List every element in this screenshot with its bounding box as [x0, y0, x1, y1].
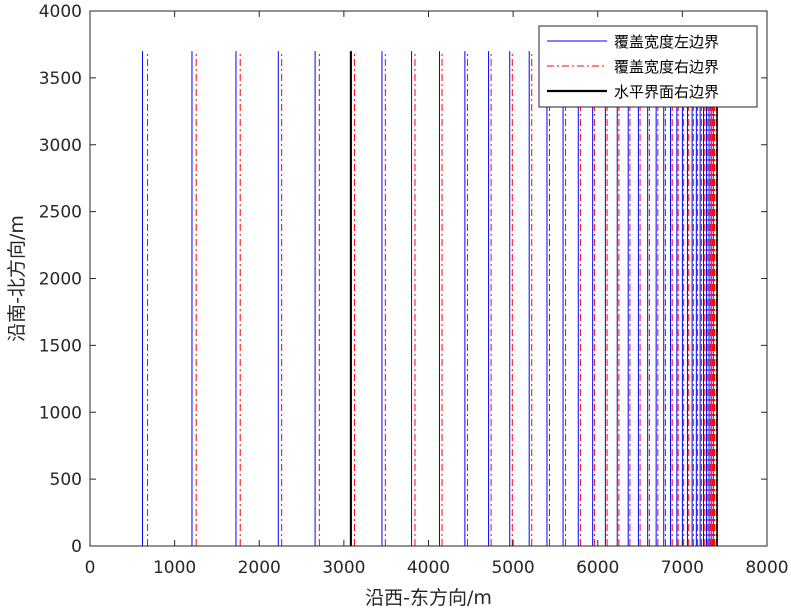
y-tick-label: 500 [50, 470, 82, 490]
y-axis-label: 沿南-北方向/m [6, 215, 28, 342]
y-tick-label: 4000 [39, 2, 82, 22]
x-tick-label: 5000 [491, 558, 534, 578]
y-tick-label: 0 [71, 537, 82, 557]
x-tick-label: 4000 [407, 558, 450, 578]
plot-lines [89, 51, 718, 546]
legend-label: 水平界面右边界 [614, 83, 719, 101]
x-axis: 0 1000 2000 3000 4000 5000 6000 7000 8000 [85, 11, 789, 578]
x-tick-label: 2000 [238, 558, 281, 578]
legend-label: 覆盖宽度左边界 [614, 33, 719, 51]
y-tick-label: 3000 [39, 136, 82, 156]
y-tick-label: 1500 [39, 336, 82, 356]
x-tick-label: 0 [85, 558, 96, 578]
series-2 [147, 51, 717, 546]
y-axis: 0 500 1000 1500 2000 2500 3000 3500 4000 [39, 2, 767, 557]
series-1 [89, 51, 714, 546]
x-tick-label: 3000 [322, 558, 365, 578]
y-tick-label: 1000 [39, 403, 82, 423]
x-tick-label: 8000 [745, 558, 788, 578]
x-tick-label: 6000 [576, 558, 619, 578]
x-axis-label: 沿西-东方向/m [365, 587, 492, 609]
legend-box [538, 25, 758, 108]
y-tick-label: 2000 [39, 270, 82, 290]
x-tick-label: 7000 [661, 558, 704, 578]
legend-label: 覆盖宽度右边界 [614, 58, 719, 76]
y-tick-label: 3500 [39, 69, 82, 89]
y-tick-label: 2500 [39, 203, 82, 223]
series-3 [349, 51, 718, 546]
x-tick-label: 1000 [153, 558, 196, 578]
